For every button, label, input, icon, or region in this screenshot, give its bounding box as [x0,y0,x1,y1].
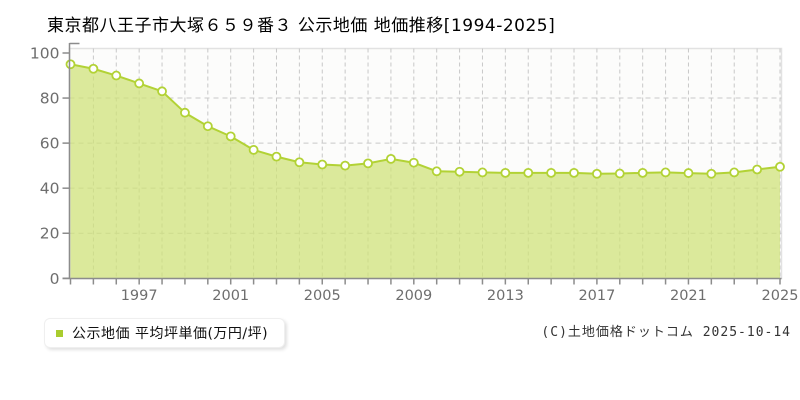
data-point-marker [340,160,351,171]
data-point-marker [752,164,763,175]
data-point-marker [386,153,396,164]
data-point-marker [660,167,671,178]
data-point-marker [271,151,282,162]
y-tick-label: 100 [30,45,60,63]
y-tick-label: 40 [40,180,60,198]
data-point-marker [248,144,259,155]
data-point-marker [614,168,625,179]
legend-label: 公示地価 平均坪単価(万円/坪) [72,326,269,342]
legend: 公示地価 平均坪単価(万円/坪) [44,318,286,348]
data-point-marker [683,168,694,178]
x-tick-label: 2005 [304,288,341,304]
data-point-marker [706,168,717,179]
price-area-fill [70,64,780,278]
y-tick-label: 60 [40,135,60,153]
data-point-marker [294,157,305,168]
data-point-marker [775,161,785,172]
data-point-marker [477,167,488,178]
data-point-marker [408,157,419,168]
data-point-marker [523,167,534,178]
x-tick-label: 2013 [487,288,524,304]
copyright-text: (C)土地価格ドットコム 2025-10-14 [541,325,791,340]
data-point-marker [180,107,190,118]
data-point-marker [592,168,602,179]
y-tick-label: 80 [40,90,60,108]
legend-marker-icon [56,329,63,337]
x-tick-label: 2021 [670,288,707,304]
data-point-marker [202,121,213,132]
x-tick-label: 2017 [578,288,615,304]
data-point-marker [546,167,557,178]
data-point-marker [88,63,99,74]
x-tick-label: 2025 [762,288,799,304]
data-point-marker [317,159,328,170]
page-title: 東京都八王子市大塚６５９番３ 公示地価 地価推移[1994-2025] [47,16,556,36]
data-point-marker [500,167,511,178]
y-tick-label: 20 [40,225,60,243]
x-tick-label: 1997 [121,288,158,304]
data-point-marker [111,70,122,81]
data-point-marker [134,78,145,89]
data-point-marker [363,158,373,169]
data-point-marker [637,167,648,178]
data-point-marker [65,59,76,70]
data-point-marker [729,167,740,178]
y-tick-label: 0 [50,270,60,288]
x-tick-label: 2001 [212,288,249,304]
data-point-marker [431,166,442,177]
data-point-marker [225,131,236,142]
data-point-marker [454,166,465,177]
x-tick-label: 2009 [395,288,432,304]
data-point-marker [157,86,167,97]
data-point-marker [569,167,579,178]
